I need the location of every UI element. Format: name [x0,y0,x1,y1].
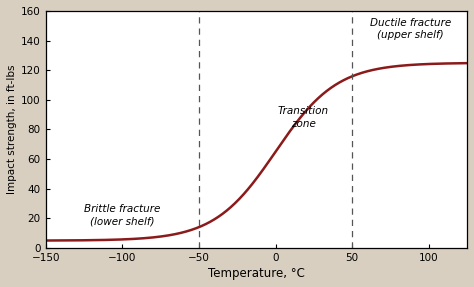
Text: Transition
zone: Transition zone [278,106,328,129]
X-axis label: Temperature, °C: Temperature, °C [208,267,305,280]
Y-axis label: Impact strength, in ft-lbs: Impact strength, in ft-lbs [7,65,17,194]
Text: Brittle fracture
(lower shelf): Brittle fracture (lower shelf) [84,204,161,227]
Text: Ductile fracture
(upper shelf): Ductile fracture (upper shelf) [370,18,451,40]
